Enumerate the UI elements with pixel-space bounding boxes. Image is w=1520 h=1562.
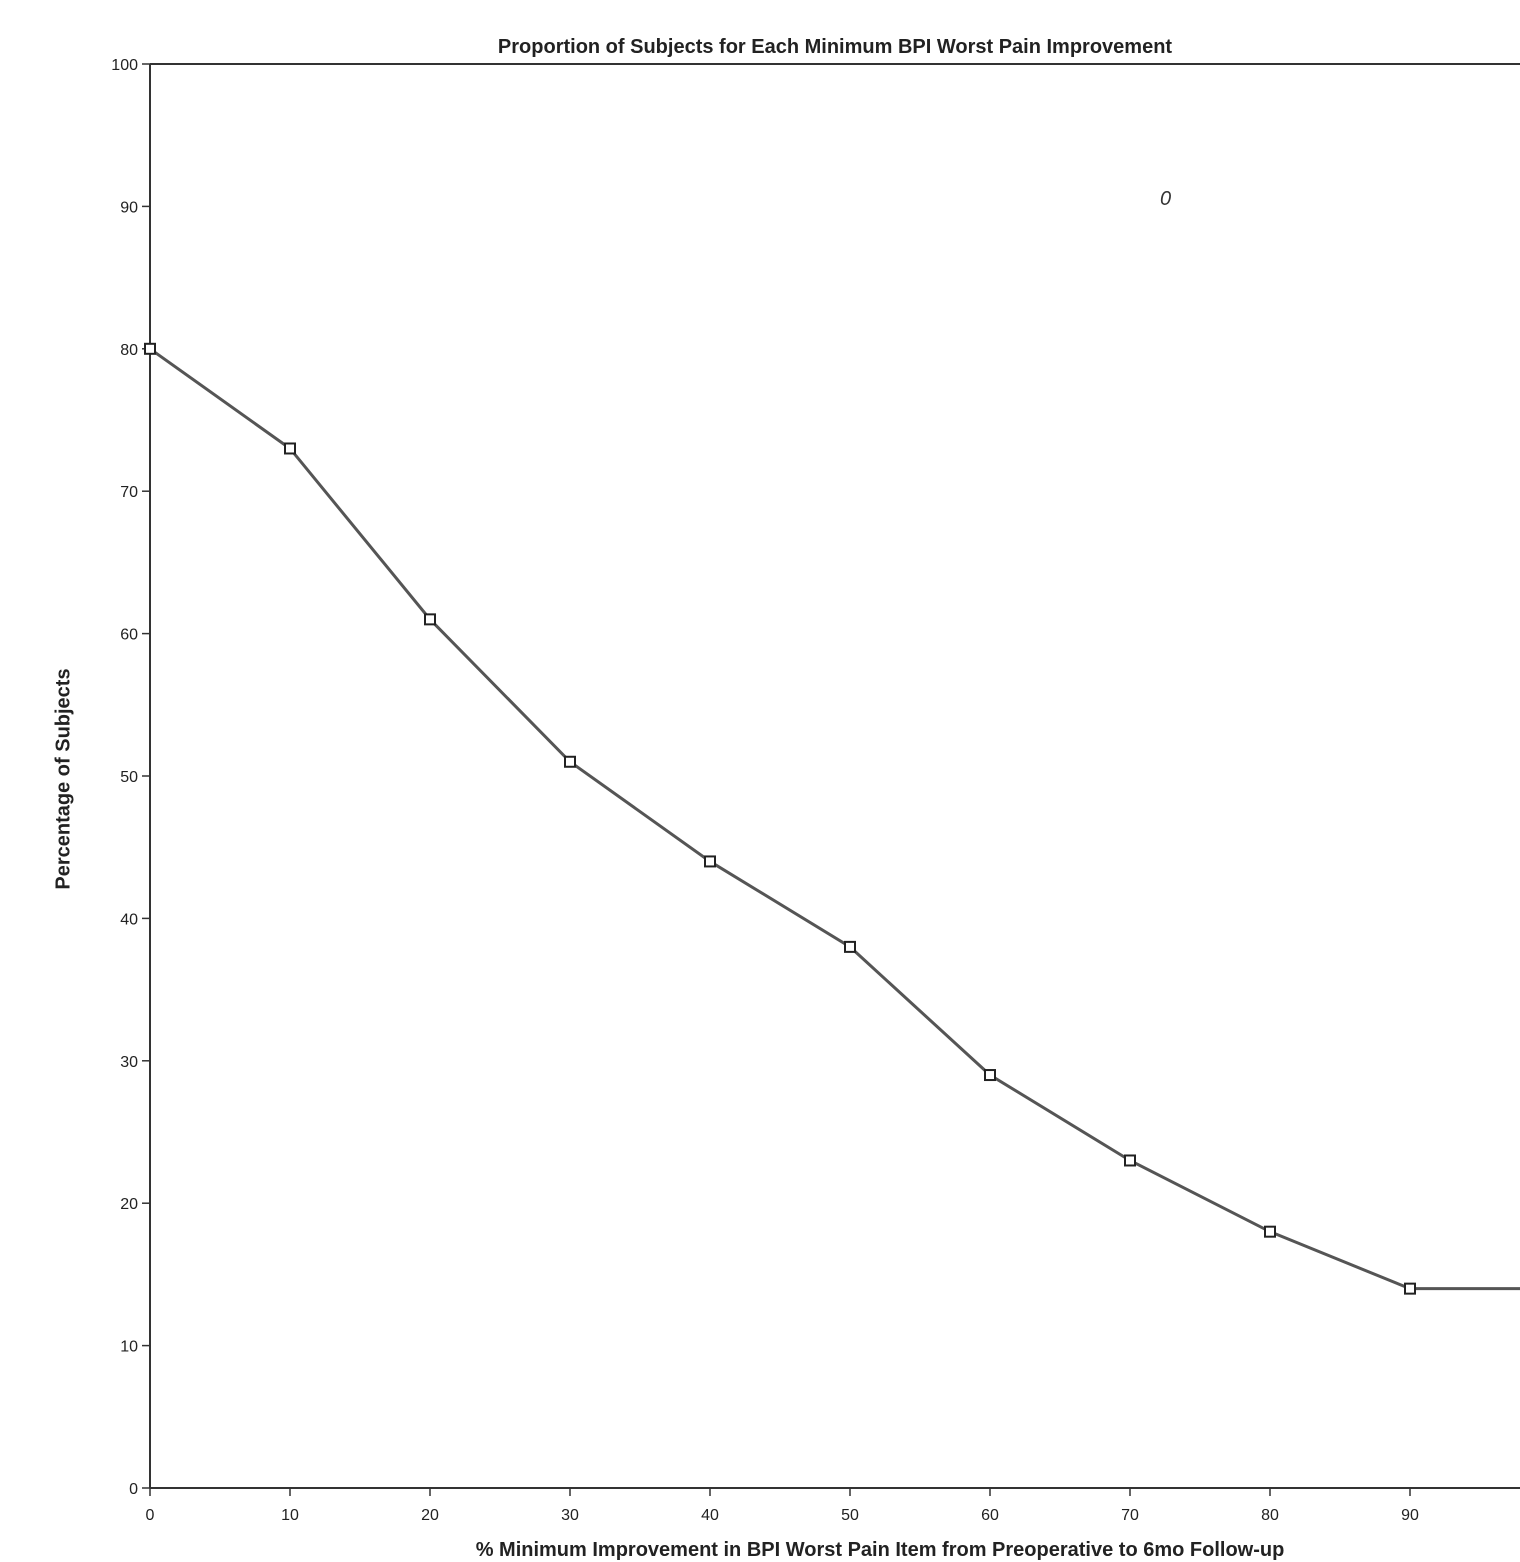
x-tick-label: 60 [981,1507,999,1524]
y-tick-label: 40 [120,911,138,928]
y-tick-label: 20 [120,1196,138,1213]
data-point-marker [844,940,856,953]
y-tick-label: 70 [120,484,138,501]
stray-mark: 0 [1160,188,1172,210]
axes [149,63,1520,1489]
data-point-marker [1264,1225,1276,1238]
y-tick-label: 10 [120,1339,138,1356]
x-tick-label: 20 [421,1507,439,1524]
y-tick-label: 90 [120,199,138,216]
y-tick-label: 50 [120,769,138,786]
data-point-marker [704,855,716,868]
x-tick-label: 80 [1261,1507,1279,1524]
y-tick-label: 80 [120,342,138,359]
series-line [149,347,1520,1291]
data-point-marker [284,442,296,455]
x-axis-label: % Minimum Improvement in BPI Worst Pain … [475,1539,1285,1561]
data-point-marker [1404,1282,1416,1295]
y-tick-label: 60 [120,627,138,644]
chart-title: Proportion of Subjects for Each Minimum … [497,36,1173,58]
x-tick-label: 40 [701,1507,719,1524]
y-tick-label: 0 [129,1481,138,1498]
y-tick-label: 30 [120,1054,138,1071]
y-tick-label: 100 [111,57,138,74]
data-point-marker [424,613,436,626]
data-point-marker [1124,1154,1136,1167]
x-tick-label: 30 [561,1507,579,1524]
data-point-marker [564,755,576,768]
x-tick-label: 10 [281,1507,299,1524]
x-tick-label: 70 [1121,1507,1139,1524]
x-tick-label: 50 [841,1507,859,1524]
series [144,342,1520,1295]
data-point-marker [144,342,156,355]
x-tick-label: 0 [146,1507,155,1524]
data-point-marker [984,1069,996,1082]
tick-marks: 0 10 20 30 40 50 60 70 80 90 100 0 10 20 30 40 50 60 70 80 9… [111,57,1419,1524]
x-tick-label: 90 [1401,1507,1419,1524]
